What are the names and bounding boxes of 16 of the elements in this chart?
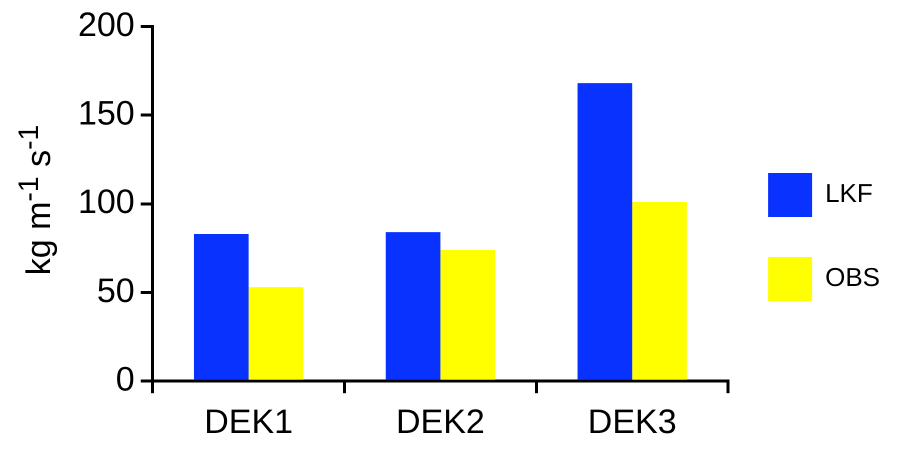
y-tick-label: 50 — [96, 272, 135, 310]
bar — [248, 287, 304, 380]
bar — [194, 234, 249, 380]
x-tick-label: DEK2 — [396, 402, 485, 441]
y-tick-label: 200 — [78, 6, 135, 44]
y-tick-label: 0 — [116, 360, 135, 399]
bar — [632, 202, 687, 380]
legend-label: OBS — [825, 262, 880, 292]
bar — [386, 232, 440, 380]
bar — [578, 83, 632, 380]
y-tick-label: 150 — [78, 94, 135, 132]
x-tick-label: DEK1 — [204, 402, 294, 441]
y-tick-label: 100 — [78, 183, 135, 222]
x-tick-label: DEK3 — [588, 402, 677, 441]
legend-label: LKF — [825, 178, 873, 208]
bar — [440, 250, 496, 380]
